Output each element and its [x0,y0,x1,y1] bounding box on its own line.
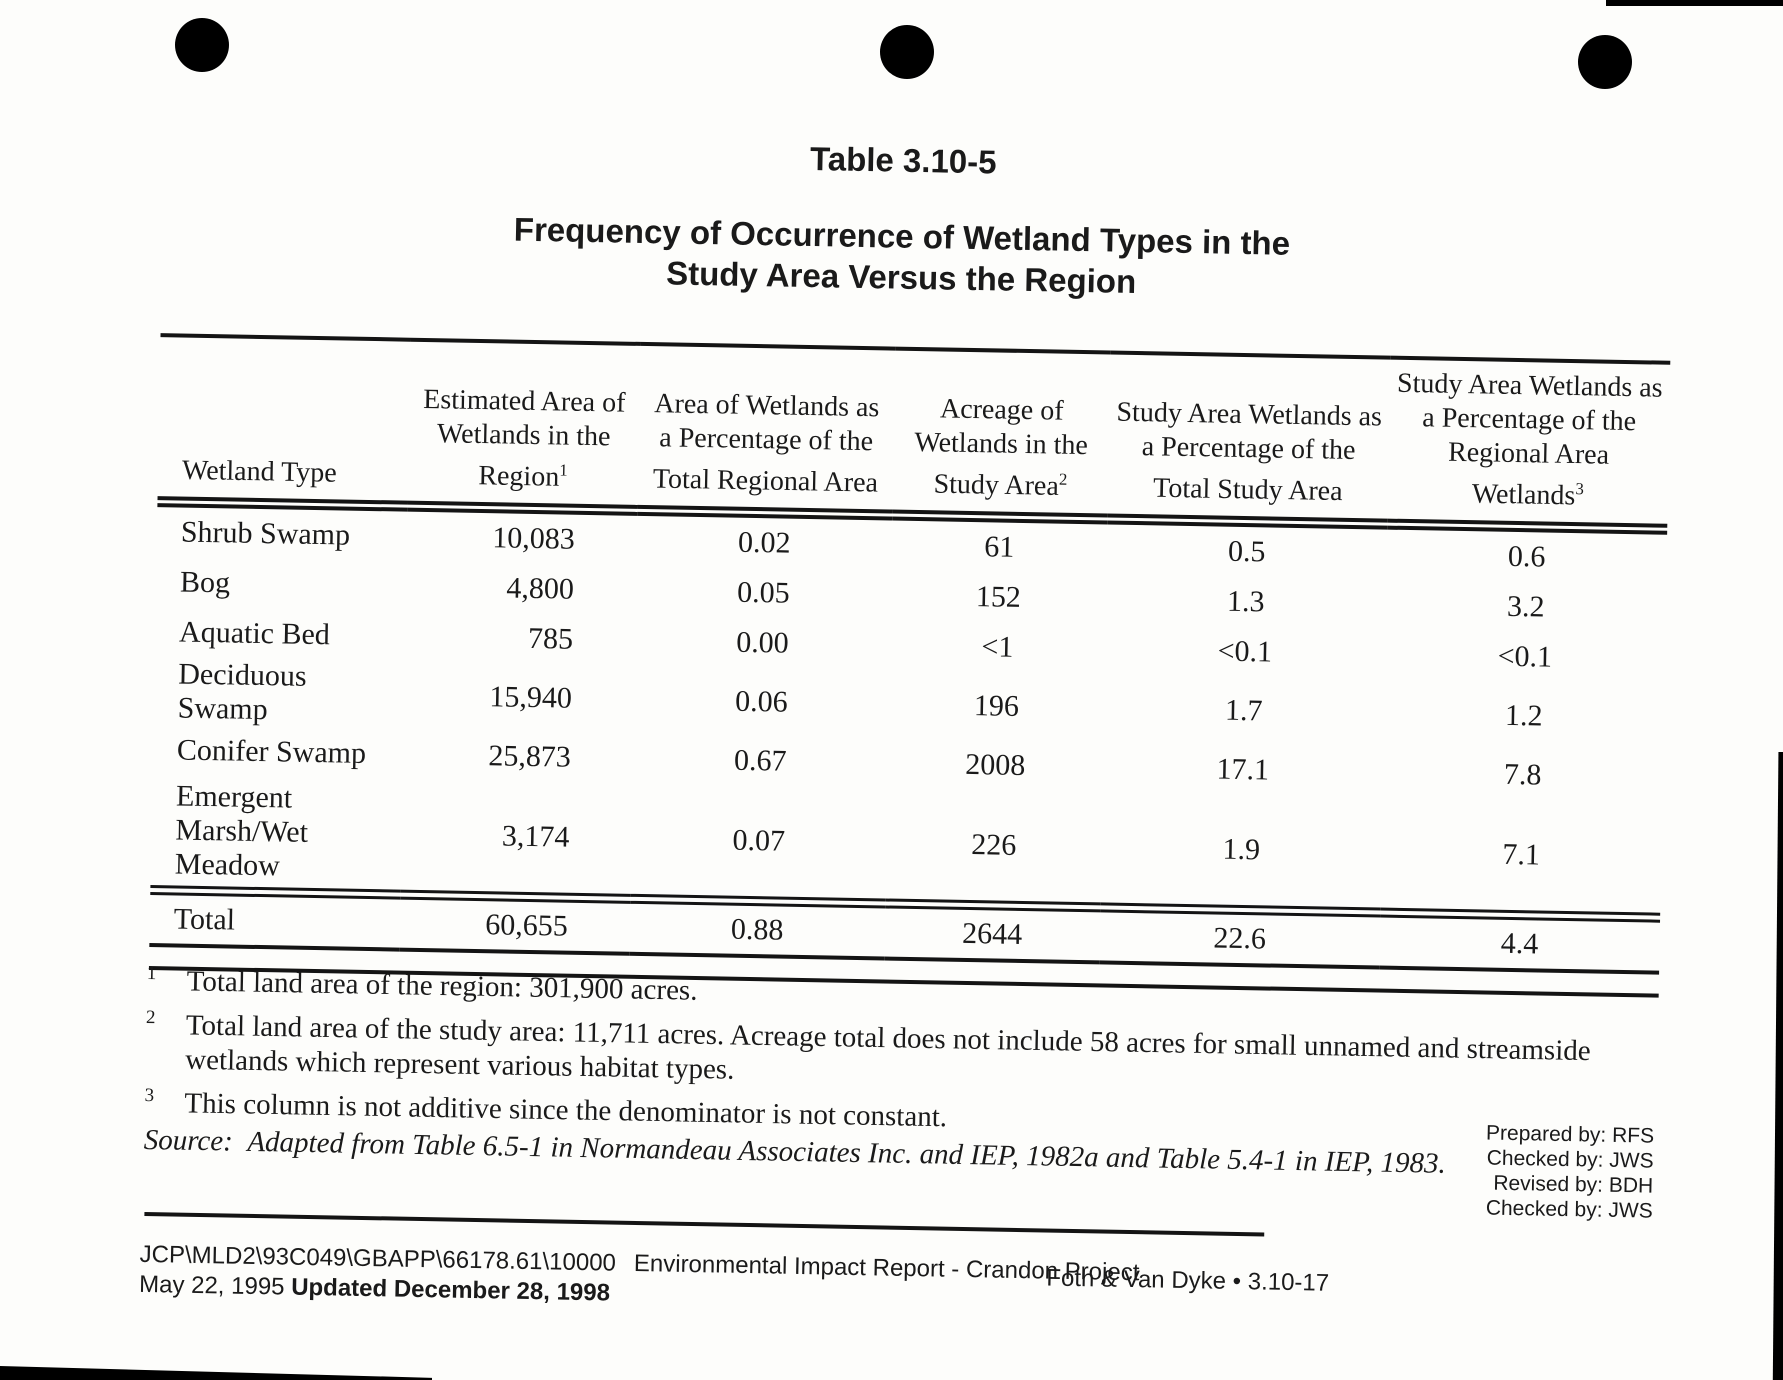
table-header-row: Wetland Type Estimated Area of Wetlands … [157,335,1671,530]
table-cell: 10,083 [492,521,576,556]
table-cell: 22.6 [1099,907,1381,968]
table-cell: 3,174 [501,819,570,854]
table-cell: 1.3 [1226,584,1265,619]
footnote-ref: 3 [1575,478,1585,498]
punch-hole-mark [1578,35,1632,89]
footer-updated-date: Updated December 28, 1998 [290,1273,611,1307]
footnote-marker: 3 [144,1085,155,1107]
table-cell: 196 [973,689,1020,723]
table-cell: 61 [983,530,1015,564]
table-cell: Bog [179,565,231,600]
table-cell: Emergent Marsh/Wet Meadow [174,779,309,883]
table-cell: Conifer Swamp [176,733,367,770]
column-header-region-area: Estimated Area of Wetlands in the Region… [407,339,641,511]
table-cell: 0.67 [733,743,787,778]
table-cell: 1.9 [1222,832,1261,867]
footnote-marker: 2 [145,1006,156,1028]
table-cell: 0.00 [735,625,790,660]
table-cell: Shrub Swamp [180,515,351,552]
column-header-pct-regional: Area of Wetlands as a Percentage of the … [637,343,896,516]
scan-edge-artifact-top [1606,0,1783,6]
document-title: Frequency of Occurrence of Wetland Types… [9,199,1783,314]
table-cell: 2644 [884,903,1101,963]
signoff-block: Prepared by: RFS Checked by: JWS Revised… [1273,1117,1655,1224]
table-cell: 7.8 [1503,757,1542,792]
table-cell: 7.1 [1502,837,1541,872]
column-header-study-acreage: Acreage of Wetlands in the Study Area2 [892,348,1111,519]
punch-hole-mark [175,18,229,72]
footnote-ref: 2 [1058,469,1068,489]
table-cell: 0.02 [737,525,791,560]
column-header-pct-study: Study Area Wetlands as a Percentage of t… [1107,352,1391,525]
table-cell: 0.6 [1507,539,1546,574]
table-cell: 17.1 [1216,752,1270,787]
table-body: Shrub Swamp 10,083 0.02 61 0.5 0.6 Bog 4… [150,502,1667,918]
table-cell: 4.4 [1379,912,1661,973]
footnote-marker: 1 [146,962,157,985]
table-cell: Deciduous Swamp [177,657,307,727]
table-cell: 0.05 [736,575,790,610]
table-cell: Aquatic Bed [178,615,331,652]
table-cell: 0.07 [732,823,786,858]
column-header-pct-regional-wetlands: Study Area Wetlands as a Percentage of t… [1387,357,1671,530]
footer-rule [144,1211,1265,1237]
table-cell: 785 [527,621,574,656]
scan-edge-artifact-right [1772,752,1783,1380]
footnote-text: Total land area of the region: 301,900 a… [186,965,698,1007]
table-cell: 60,655 [399,894,631,954]
table-header: Wetland Type Estimated Area of Wetlands … [157,335,1671,530]
table-cell: <0.1 [1497,639,1553,674]
punch-hole-mark [880,25,934,79]
table-cell: 1.2 [1504,698,1543,733]
source-label: Source: [143,1123,234,1158]
wetlands-table: Wetland Type Estimated Area of Wetlands … [149,333,1671,975]
table-cell: <1 [981,630,1014,664]
footnote-ref: 1 [559,460,568,480]
footer-left-block: JCP\MLD2\93C049\GBAPP\66178.61\10000 Envi… [139,1240,1140,1318]
table-cell: 15,940 [489,680,573,715]
wetlands-table-container: Wetland Type Estimated Area of Wetlands … [148,333,1671,998]
table-cell: 25,873 [488,739,572,774]
table-number-title: Table 3.10-5 [809,139,997,181]
table-cell: 152 [975,580,1022,614]
table-cell: 3.2 [1506,589,1545,624]
table-cell: 4,800 [506,571,575,606]
table-cell: 226 [971,828,1017,862]
table-cell: 0.06 [734,684,788,719]
table-cell: 1.7 [1224,693,1263,728]
table-cell: Total [149,890,401,950]
footer-company-page: Foth & Van Dyke • 3.10-17 [1046,1264,1330,1297]
column-header-wetland-type: Wetland Type [157,335,411,507]
table-cell: <0.1 [1217,634,1273,669]
footer-date: May 22, 1995 [138,1270,285,1301]
table-cell: 2008 [964,747,1026,783]
table-cell: 0.88 [629,898,886,959]
table-cell: 0.5 [1227,534,1266,569]
